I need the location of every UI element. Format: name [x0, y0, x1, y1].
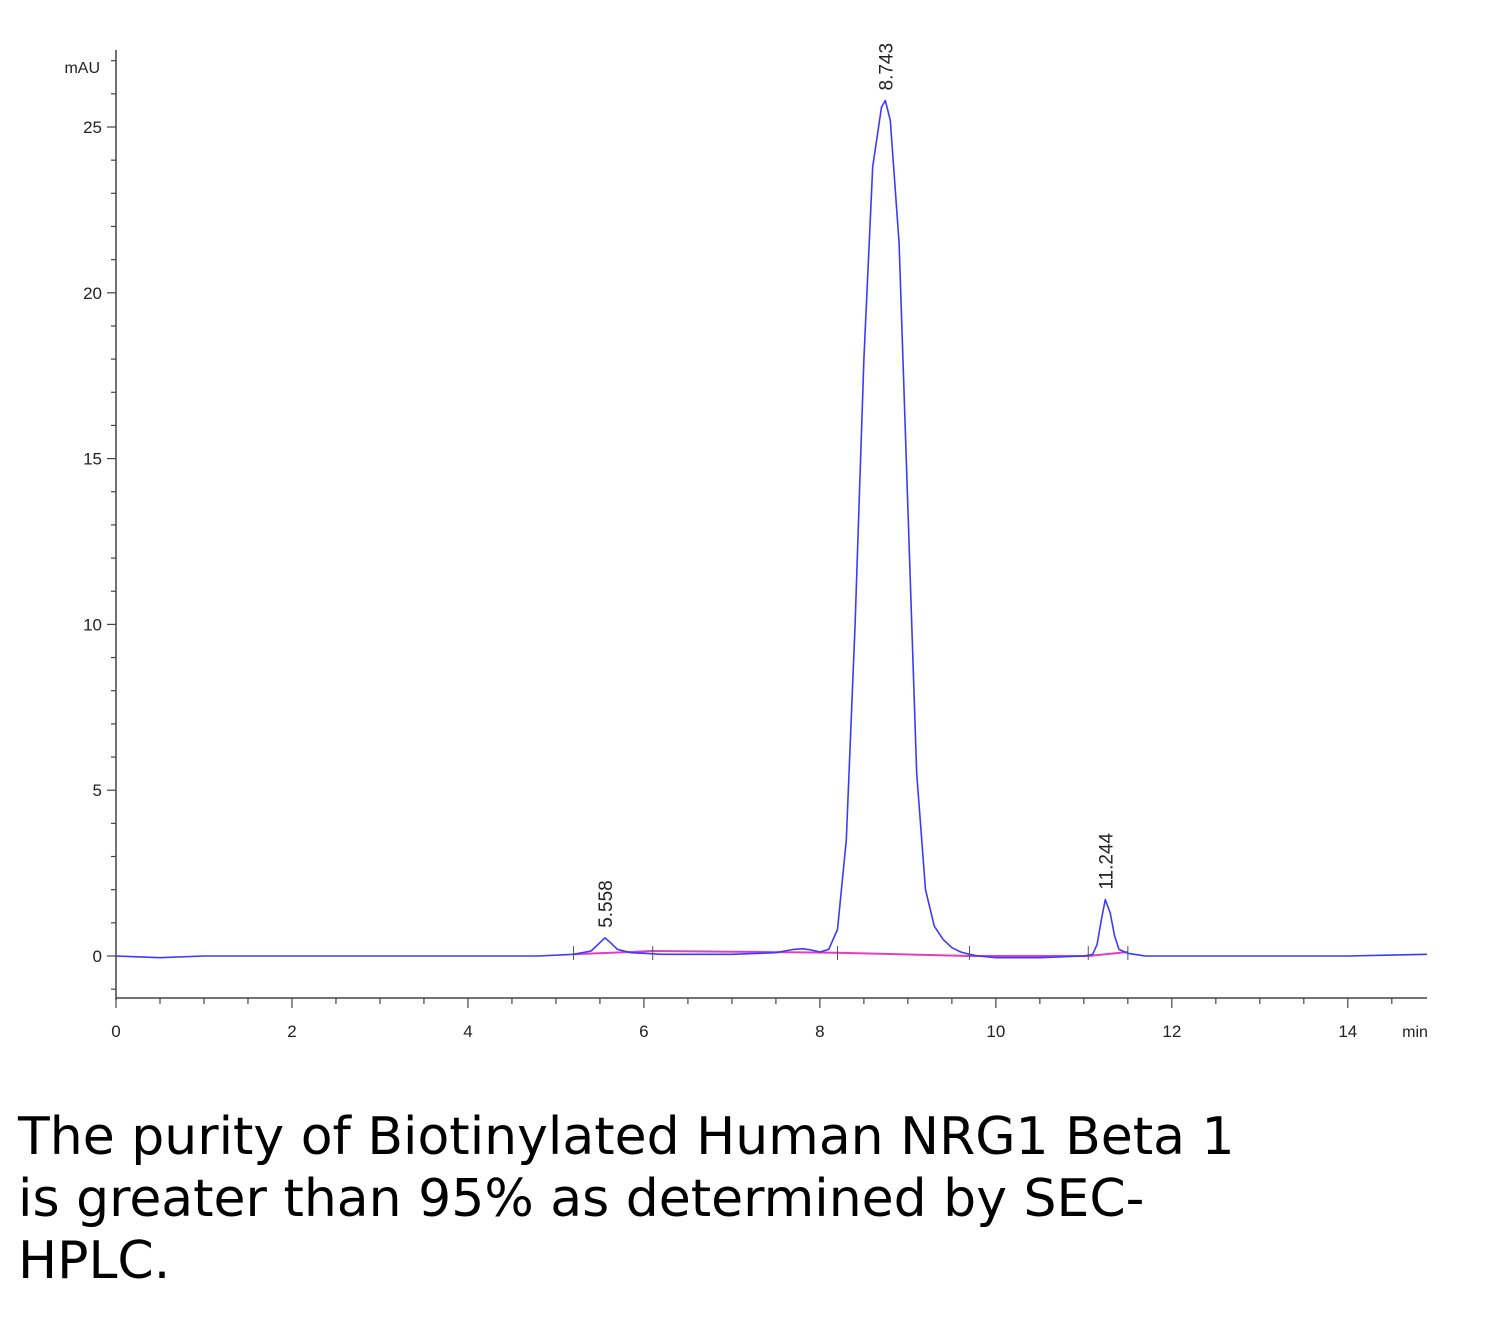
x-tick-label: 0: [111, 1022, 120, 1041]
caption-line-2: is greater than 95% as determined by SEC…: [18, 1169, 1145, 1229]
y-tick-label: 15: [83, 450, 102, 469]
y-tick-label: 25: [83, 118, 102, 137]
x-axis: 0 2 4 6 8 10 12 14 min: [111, 997, 1428, 1041]
x-tick-label: 8: [815, 1022, 824, 1041]
caption-line-3: HPLC.: [18, 1231, 171, 1291]
figure-caption: The purity of Biotinylated Human NRG1 Be…: [18, 1106, 1418, 1292]
integration-baseline: [573, 950, 1128, 957]
caption-line-1: The purity of Biotinylated Human NRG1 Be…: [18, 1107, 1235, 1167]
x-unit-label: min: [1402, 1024, 1428, 1041]
y-tick-label: 20: [83, 284, 102, 303]
x-tick-label: 4: [463, 1022, 472, 1041]
peak-label: 8.743: [876, 43, 897, 91]
peak-annotations: 5.558 8.743 11.244: [596, 43, 1117, 928]
y-tick-label: 5: [93, 781, 102, 800]
x-tick-label: 12: [1162, 1022, 1181, 1041]
peak-label: 11.244: [1096, 832, 1117, 889]
peak-label: 5.558: [596, 880, 617, 928]
x-tick-label: 14: [1338, 1022, 1357, 1041]
x-tick-label: 2: [287, 1022, 296, 1041]
series-layer: [115, 99, 1428, 960]
y-axis: 0 5 10 15 20 25 mAU: [64, 50, 117, 1000]
chromatogram-chart: 0 5 10 15 20 25 mAU 0 2 4 6 8 10 12 14 min 5.558 8.743 1…: [64, 43, 1428, 1041]
y-unit-label: mAU: [64, 60, 100, 77]
x-tick-label: 10: [986, 1022, 1005, 1041]
y-tick-label: 0: [93, 947, 102, 966]
chromatogram-trace: [115, 99, 1428, 959]
y-tick-label: 10: [83, 615, 102, 634]
x-tick-label: 6: [639, 1022, 648, 1041]
